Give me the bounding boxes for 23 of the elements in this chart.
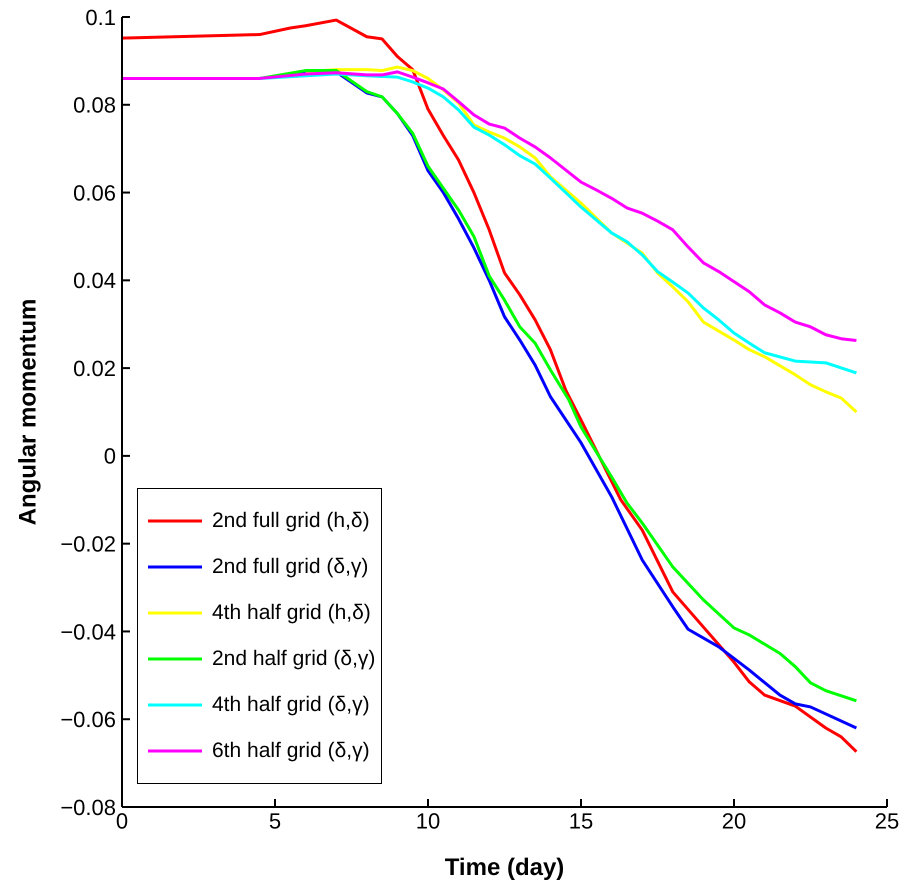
x-tick-label: 20 [722, 808, 746, 834]
x-axis-title: Time (day) [444, 854, 564, 881]
y-tick-label: 0.02 [73, 356, 116, 381]
y-tick-label: 0.04 [73, 268, 116, 294]
x-tick-label: 15 [568, 808, 594, 834]
y-tick-label: −0.08 [60, 794, 116, 820]
y-tick-label: 0 [104, 444, 116, 469]
x-tick-label: 10 [416, 808, 440, 834]
y-tick-label: 0.08 [73, 92, 116, 118]
x-tick-label: 25 [874, 808, 900, 834]
legend-label: 2nd full grid (δ,γ) [212, 555, 368, 579]
legend-label: 4th half grid (δ,γ) [212, 693, 370, 717]
y-axis-title: Angular momentum [14, 298, 42, 526]
legend-label: 6th half grid (δ,γ) [212, 739, 370, 763]
y-tick-label: −0.06 [60, 707, 116, 732]
y-tick-label: 0.1 [85, 4, 116, 30]
x-tick-label: 5 [268, 808, 282, 834]
legend-label: 2nd full grid (h,δ) [212, 509, 370, 533]
y-tick-label: 0.06 [73, 180, 116, 206]
y-tick-label: −0.04 [60, 619, 116, 644]
legend-label: 2nd half grid (δ,γ) [212, 647, 376, 671]
y-tick-label: −0.02 [60, 531, 116, 556]
legend-label: 4th half grid (h,δ) [212, 601, 371, 625]
